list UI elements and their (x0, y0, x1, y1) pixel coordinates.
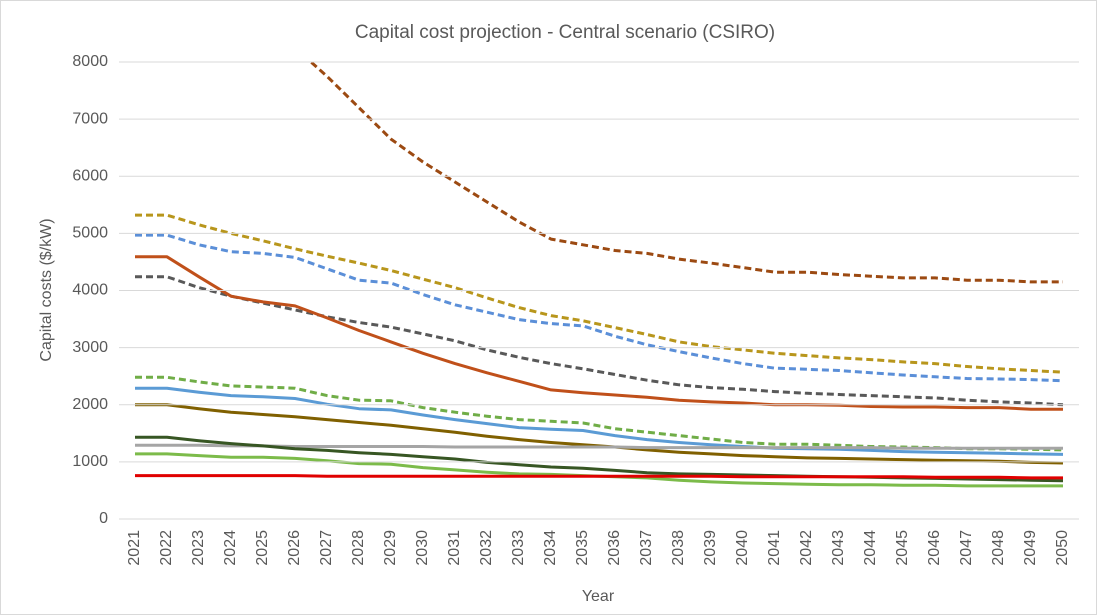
x-tick-label: 2021 (126, 530, 143, 566)
y-tick-label: 7000 (72, 110, 108, 127)
x-tick-label: 2027 (318, 530, 335, 566)
y-tick-label: 5000 (72, 225, 108, 242)
x-tick-label: 2033 (510, 530, 527, 566)
x-tick-label: 2042 (798, 530, 815, 566)
series-line (135, 375, 1064, 452)
series-line (135, 443, 1063, 450)
y-tick-label: 1000 (72, 453, 108, 470)
x-tick-label: 2024 (222, 530, 239, 566)
x-tick-label: 2036 (606, 530, 623, 566)
x-tick-label: 2046 (926, 530, 943, 566)
y-tick-label: 6000 (72, 167, 108, 184)
series-line (135, 474, 1063, 480)
y-tick-label: 8000 (72, 53, 108, 70)
y-tick-label: 3000 (72, 339, 108, 356)
series-line (135, 233, 1064, 383)
x-axis-label: Year (582, 588, 615, 605)
x-tick-label: 2031 (446, 530, 463, 566)
series-line (135, 275, 1064, 407)
x-tick-label: 2023 (190, 530, 207, 566)
series-line (308, 62, 1063, 284)
chart-title: Capital cost projection - Central scenar… (355, 22, 775, 43)
series-line (135, 213, 1064, 374)
x-tick-label: 2028 (350, 530, 367, 566)
x-tick-label: 2047 (958, 530, 975, 566)
x-tick-label: 2049 (1022, 530, 1039, 566)
x-tick-label: 2029 (382, 530, 399, 566)
y-tick-label: 4000 (72, 282, 108, 299)
x-tick-label: 2022 (158, 530, 175, 566)
x-tick-label: 2025 (254, 530, 271, 566)
x-tick-label: 2034 (542, 530, 559, 566)
x-tick-label: 2041 (766, 530, 783, 566)
x-tick-label: 2038 (670, 530, 687, 566)
x-tick-label: 2040 (734, 530, 751, 566)
x-tick-label: 2048 (990, 530, 1007, 566)
x-tick-label: 2037 (638, 530, 655, 566)
x-tick-label: 2039 (702, 530, 719, 566)
x-tick-label: 2050 (1054, 530, 1071, 566)
x-tick-label: 2044 (862, 530, 879, 566)
x-tick-label: 2043 (830, 530, 847, 566)
y-tick-label: 0 (99, 510, 108, 527)
series-line (135, 386, 1064, 456)
y-tick-label: 2000 (72, 396, 108, 413)
y-axis-label: Capital costs ($/kW) (38, 218, 55, 361)
series-line (135, 255, 1063, 411)
x-tick-label: 2026 (286, 530, 303, 566)
plot-area (135, 62, 1064, 488)
x-tick-label: 2035 (574, 530, 591, 566)
x-tick-label: 2030 (414, 530, 431, 566)
x-tick-label: 2032 (478, 530, 495, 566)
x-tick-label: 2045 (894, 530, 911, 566)
